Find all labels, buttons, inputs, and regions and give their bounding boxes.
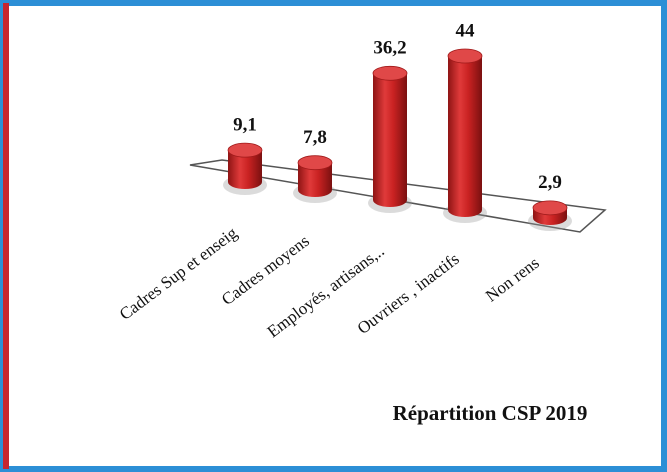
chart-title: Répartition CSP 2019 [393, 401, 588, 425]
bar [443, 48, 487, 223]
value-label: 9,1 [233, 115, 257, 136]
bar [528, 200, 572, 231]
value-label: 7,8 [303, 127, 327, 148]
bar [293, 155, 337, 203]
value-label: 44 [456, 20, 476, 41]
bar [223, 142, 267, 195]
value-label: 36,2 [373, 38, 406, 59]
frame-edge [3, 3, 9, 469]
value-label: 2,9 [538, 172, 562, 193]
bar [368, 65, 412, 213]
